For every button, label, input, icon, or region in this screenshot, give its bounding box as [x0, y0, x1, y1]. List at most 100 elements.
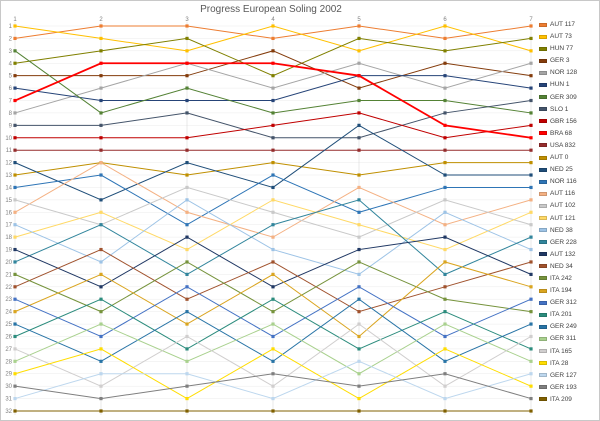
legend-item: GER 311 — [539, 335, 599, 342]
series-marker-icon — [271, 359, 275, 363]
legend-item: ITA 209 — [539, 396, 599, 403]
legend: AUT 117 AUT 73 HUN 77 GER 3 NOR 128 HUN 1 GER … — [539, 21, 599, 403]
series-marker-icon — [13, 396, 17, 401]
series-marker-icon — [99, 247, 103, 252]
series-marker-icon — [13, 185, 17, 190]
legend-label: SLO 1 — [550, 105, 569, 113]
series-marker-icon — [185, 74, 189, 78]
y-tick-label: 31 — [5, 397, 12, 403]
legend-label: AUT 132 — [550, 250, 576, 258]
legend-item: SLO 1 — [539, 106, 599, 113]
y-tick-label: 2 — [9, 36, 13, 42]
series-marker-icon — [99, 272, 103, 276]
legend-marker-icon — [539, 155, 547, 160]
legend-label: NED 38 — [550, 226, 573, 234]
series-marker-icon — [99, 372, 103, 376]
series-marker-icon — [99, 223, 103, 227]
legend-label: AUT 0 — [550, 154, 569, 162]
series-marker-icon — [443, 161, 447, 165]
legend-marker-icon — [539, 82, 547, 87]
series-marker-icon — [529, 409, 533, 413]
series-marker-icon — [99, 384, 103, 388]
series-marker-icon — [357, 185, 361, 190]
y-tick-label: 24 — [5, 310, 12, 316]
series-marker-icon — [357, 36, 361, 41]
legend-marker-icon — [539, 324, 547, 329]
series-marker-icon — [13, 136, 17, 140]
legend-marker-icon — [539, 240, 547, 245]
legend-item: GER 249 — [539, 323, 599, 330]
series-marker-icon — [99, 111, 103, 115]
legend-item: ITA 165 — [539, 348, 599, 355]
y-tick-label: 4 — [9, 61, 13, 67]
series-marker-icon — [185, 396, 189, 401]
series-marker-icon — [271, 36, 275, 41]
plot-svg: 1234567891011121314151617181920212223242… — [5, 17, 533, 415]
x-tick-label: 1 — [13, 17, 17, 23]
legend-label: ITA 209 — [550, 395, 572, 403]
legend-marker-icon — [539, 373, 547, 378]
series-marker-icon — [529, 247, 533, 252]
legend-label: GER 249 — [550, 323, 577, 331]
series-marker-icon — [185, 136, 189, 140]
legend-item: AUT 117 — [539, 21, 599, 28]
series-marker-icon — [13, 223, 17, 227]
series-marker-icon — [13, 322, 17, 326]
series-marker-icon — [185, 86, 189, 90]
legend-marker-icon — [539, 107, 547, 112]
series-marker-icon — [185, 98, 189, 103]
legend-label: AUT 117 — [550, 21, 576, 28]
legend-item: NOR 116 — [539, 178, 599, 185]
series-marker-icon — [99, 61, 103, 65]
series-marker-icon — [357, 334, 361, 339]
series-marker-icon — [271, 161, 275, 165]
series-marker-icon — [443, 409, 447, 413]
series-marker-icon — [529, 123, 533, 127]
series-marker-icon — [443, 396, 447, 401]
series-marker-icon — [13, 334, 17, 339]
series-marker-icon — [529, 347, 533, 351]
y-tick-label: 7 — [9, 99, 13, 105]
series-marker-icon — [271, 185, 275, 190]
series-marker-icon — [185, 111, 189, 115]
series-marker-icon — [443, 111, 447, 115]
series-marker-icon — [529, 235, 533, 239]
legend-label: GER 228 — [550, 238, 577, 246]
series-marker-icon — [271, 372, 275, 376]
series-marker-icon — [529, 384, 533, 388]
series-marker-icon — [99, 260, 103, 264]
y-tick-label: 22 — [5, 285, 12, 291]
series-marker-icon — [443, 334, 447, 339]
series-marker-icon — [357, 322, 361, 326]
series-marker-icon — [13, 297, 17, 301]
series-marker-icon — [185, 347, 189, 351]
series-marker-icon — [529, 98, 533, 103]
series-marker-icon — [13, 161, 17, 165]
series-marker-icon — [529, 359, 533, 363]
legend-item: AUT 73 — [539, 33, 599, 40]
series-marker-icon — [185, 310, 189, 314]
y-tick-label: 32 — [5, 409, 12, 415]
y-tick-label: 26 — [5, 334, 12, 340]
series-marker-icon — [529, 61, 533, 65]
series-marker-icon — [443, 136, 447, 140]
series-marker-icon — [271, 86, 275, 90]
legend-marker-icon — [539, 385, 547, 390]
series-marker-icon — [185, 161, 189, 165]
series-marker-icon — [99, 98, 103, 103]
legend-marker-icon — [539, 264, 547, 269]
series-marker-icon — [357, 98, 361, 103]
series-marker-icon — [529, 173, 533, 177]
series-marker-icon — [529, 161, 533, 165]
series-marker-icon — [99, 161, 103, 165]
series-marker-icon — [357, 310, 361, 314]
legend-marker-icon — [539, 95, 547, 100]
legend-label: HUN 1 — [550, 81, 570, 89]
series-marker-icon — [443, 372, 447, 376]
series-marker-icon — [271, 210, 275, 214]
series-marker-icon — [443, 49, 447, 53]
series-marker-icon — [13, 359, 17, 363]
series-marker-icon — [529, 334, 533, 339]
legend-label: BRA 68 — [550, 129, 573, 137]
legend-marker-icon — [539, 228, 547, 233]
